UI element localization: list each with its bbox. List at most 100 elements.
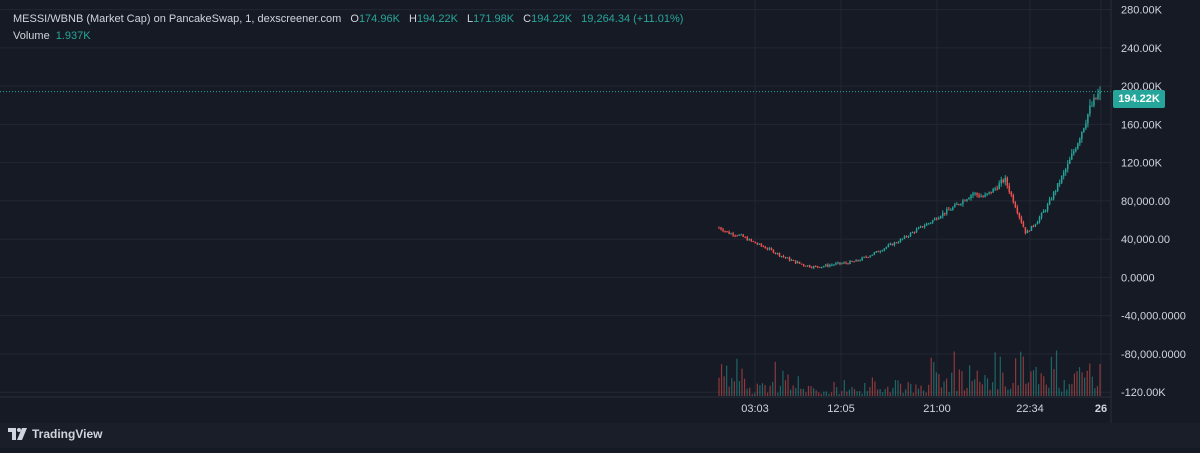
candle-body xyxy=(802,264,805,266)
volume-bar xyxy=(851,386,853,396)
volume-bar xyxy=(963,390,966,396)
volume-bar xyxy=(1012,382,1014,396)
candle-body xyxy=(1091,105,1093,107)
candle-body xyxy=(764,246,767,249)
candle-body xyxy=(1000,179,1002,184)
candle-body xyxy=(1060,176,1063,183)
candle-body xyxy=(823,266,825,268)
candle-body xyxy=(1052,192,1055,200)
time-tick-label: 12:05 xyxy=(827,403,855,415)
candle-body xyxy=(950,209,952,211)
candle-body xyxy=(960,203,962,205)
candle-body xyxy=(776,252,779,254)
candle-body xyxy=(817,266,819,268)
volume-bar xyxy=(938,374,940,396)
candle-body xyxy=(762,245,765,247)
volume-bar xyxy=(1078,367,1081,396)
candle-body xyxy=(1081,131,1083,139)
volume-bar xyxy=(828,393,830,396)
price-axis[interactable]: 280.00K240.00K200.00K160.00K120.00K80,00… xyxy=(1121,5,1186,400)
candle-body xyxy=(976,193,978,195)
time-axis[interactable]: 03:03 12:05 21:00 22:34 26 xyxy=(741,403,1107,415)
volume-bar xyxy=(841,391,843,396)
candle-body xyxy=(744,236,746,238)
candle-body xyxy=(1036,221,1039,225)
volume-bar xyxy=(838,394,840,396)
candle-body xyxy=(921,226,924,228)
candle-body xyxy=(994,188,996,190)
volume-bar xyxy=(864,382,866,396)
volume-bar xyxy=(905,389,907,396)
volume-bar xyxy=(1017,385,1019,396)
candle-body xyxy=(754,241,757,244)
volume-bar xyxy=(953,351,955,396)
volume-value: 1.937K xyxy=(55,30,91,42)
symbol-title[interactable]: MESSI/WBNB (Market Cap) on PancakeSwap, … xyxy=(13,13,342,25)
price-tick-label: -40,000.0000 xyxy=(1121,311,1186,323)
candle-body xyxy=(768,248,771,250)
candle-body xyxy=(962,200,964,204)
volume-bar xyxy=(874,381,876,396)
candle-body xyxy=(742,234,744,237)
candle-body xyxy=(1028,230,1031,232)
candle-body xyxy=(887,244,890,247)
volume-bar xyxy=(920,385,922,396)
candle-body xyxy=(827,264,829,267)
candle-body xyxy=(778,252,781,257)
tradingview-logo[interactable]: TradingView xyxy=(8,427,102,441)
volume-bar xyxy=(917,388,920,396)
volume-bar xyxy=(1022,356,1024,396)
candle-body xyxy=(1054,190,1057,193)
volume-bar xyxy=(966,387,968,396)
candle-body xyxy=(752,241,755,243)
candle-body xyxy=(1087,114,1089,124)
volume-bar xyxy=(738,381,741,396)
high-value: 194.22K xyxy=(416,13,458,25)
candle-body xyxy=(837,262,839,264)
candle-body xyxy=(740,234,742,236)
volume-bar xyxy=(853,389,856,396)
volume-bar xyxy=(1084,377,1086,396)
change-value: 19,264.34 (+11.01%) xyxy=(581,13,684,25)
volume-bar xyxy=(756,383,758,396)
volume-bar xyxy=(1053,369,1055,396)
volume-bar xyxy=(1076,371,1078,396)
candle-body xyxy=(1010,192,1013,196)
volume-label[interactable]: Volume xyxy=(13,30,50,42)
candle-body xyxy=(915,229,918,233)
candle-body xyxy=(972,193,974,196)
candle-body xyxy=(964,200,966,202)
candle-body xyxy=(952,207,954,210)
volume-bar xyxy=(1099,363,1101,396)
candle-body xyxy=(1014,202,1017,208)
volume-bar xyxy=(907,382,909,396)
candle-body xyxy=(825,264,827,267)
candle-body xyxy=(800,263,803,265)
volume-bar xyxy=(1089,363,1091,396)
candle-body xyxy=(728,231,730,234)
price-tick-label: -120.00K xyxy=(1121,387,1166,399)
volume-bar xyxy=(764,385,766,396)
price-tick-label: 280.00K xyxy=(1121,5,1163,17)
candle-body xyxy=(790,260,793,262)
volume-bar xyxy=(797,376,799,396)
candle-body xyxy=(984,194,986,197)
candle-body xyxy=(796,261,799,264)
candle-body xyxy=(1064,169,1067,173)
candle-body xyxy=(780,255,783,257)
candle-body xyxy=(1034,224,1037,227)
volume-bar xyxy=(823,391,825,396)
candle-body xyxy=(845,262,847,264)
open-value: 174.96K xyxy=(358,13,400,25)
candle-body xyxy=(724,231,726,233)
candle-body xyxy=(798,261,801,264)
candle-body xyxy=(911,232,914,234)
candle-body xyxy=(968,198,970,200)
low-value: 171.98K xyxy=(473,13,515,25)
volume-bar xyxy=(951,372,953,396)
volume-bar xyxy=(933,362,935,396)
candle-body xyxy=(1071,153,1073,160)
volume-bar xyxy=(912,392,914,396)
